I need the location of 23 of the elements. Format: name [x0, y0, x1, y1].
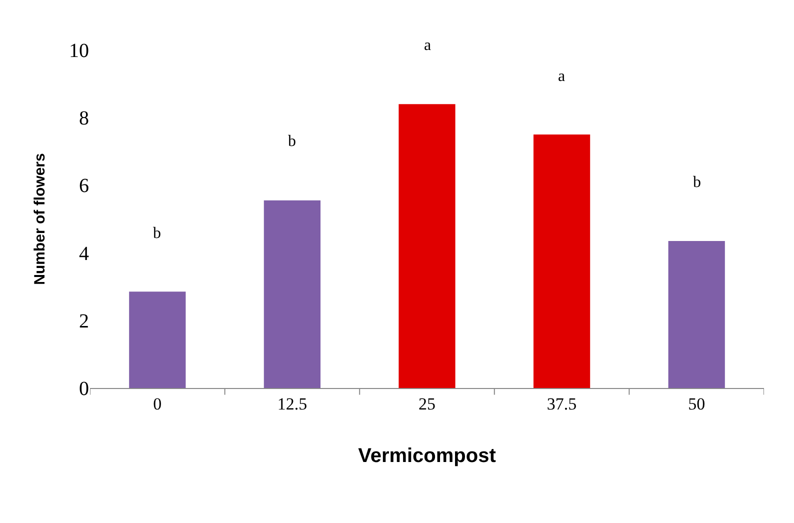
bar	[398, 104, 456, 388]
y-tick-label: 4	[79, 242, 89, 265]
y-axis-title: Number of flowers	[31, 153, 48, 285]
y-tick-label: 2	[79, 310, 89, 332]
bar	[264, 200, 321, 388]
annotation: a	[424, 37, 432, 54]
x-tick-label: 50	[688, 394, 706, 414]
x-tick-label: 37.5	[546, 394, 577, 414]
y-tick-label: 8	[79, 108, 89, 130]
y-tick-label: 0	[79, 378, 89, 400]
bar	[129, 292, 186, 388]
bar	[668, 240, 725, 388]
y-tick-label: 6	[79, 175, 89, 198]
bar	[533, 134, 590, 388]
y-tick-label: 10	[69, 40, 89, 62]
annotation: b	[693, 174, 701, 191]
x-axis-title: Vermicompost	[358, 444, 496, 467]
x-tick-label: 0	[153, 394, 162, 414]
x-tick-label: 12.5	[277, 394, 308, 414]
annotation: b	[288, 133, 296, 150]
annotation: a	[558, 68, 566, 85]
annotation: b	[153, 225, 161, 242]
x-tick-label: 25	[418, 394, 436, 414]
